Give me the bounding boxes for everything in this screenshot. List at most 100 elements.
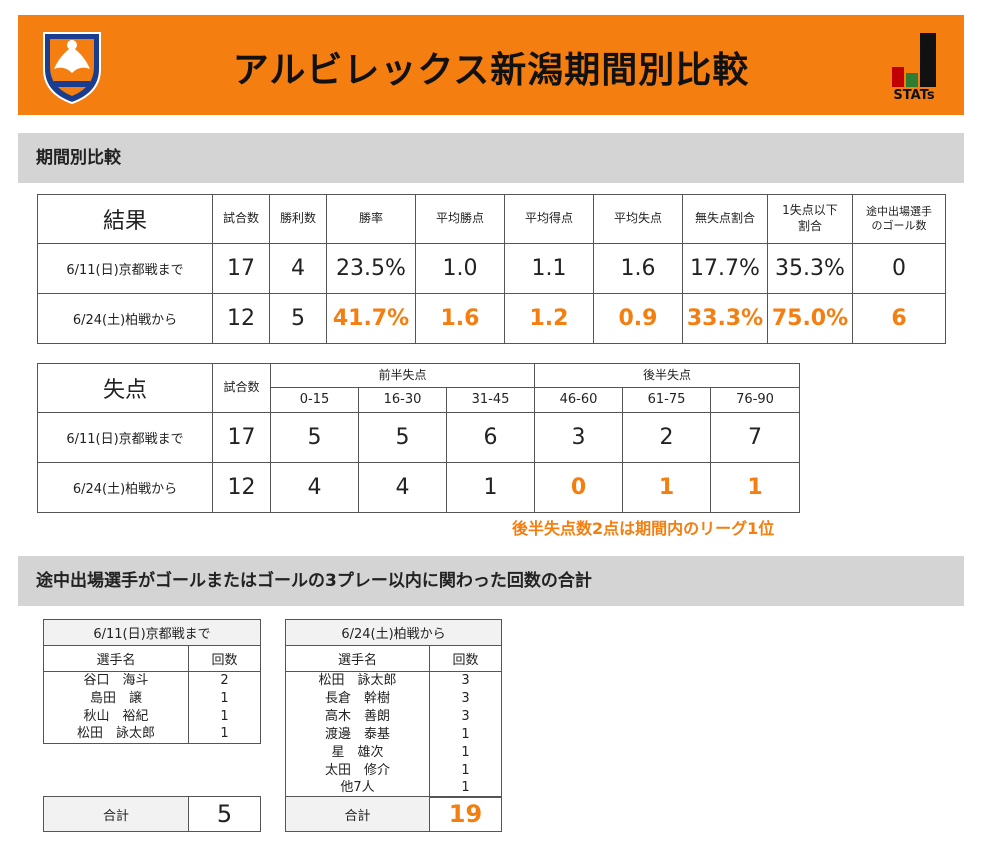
cell-value: 17: [212, 412, 271, 463]
table-row: 秋山 裕紀 1: [43, 707, 261, 726]
player-count: 1: [429, 743, 502, 762]
col-win-rate: 勝率: [326, 194, 416, 244]
row-label: 6/11(日)京都戦まで: [37, 412, 213, 463]
cell-value: 35.3%: [767, 243, 853, 294]
cell-value: 4: [270, 462, 359, 513]
cell-value-highlight: 33.3%: [682, 293, 768, 344]
col-player-name: 選手名: [285, 645, 430, 672]
subs-after-total: 合計 19: [285, 796, 502, 832]
cell-value-highlight: 6: [852, 293, 946, 344]
col-interval: 16-30: [358, 387, 447, 413]
subs-before-table: 6/11(日)京都戦まで 選手名 回数 谷口 海斗 2 島田 譲 1 秋山 裕紀…: [43, 619, 261, 744]
cell-value: 1: [445, 462, 536, 513]
header-banner: アルビレックス新潟期間別比較 STATs: [18, 15, 964, 115]
cell-value: 12: [212, 462, 271, 513]
cell-value-highlight: 41.7%: [326, 293, 416, 344]
club-crest-icon: [43, 32, 101, 105]
player-count: 1: [188, 725, 261, 744]
col-count: 回数: [429, 645, 502, 672]
player-count: 2: [188, 671, 261, 690]
cell-value: 4: [269, 243, 327, 294]
col-second-half: 後半失点: [534, 363, 801, 388]
player-name: 松田 詠太郎: [285, 671, 430, 690]
col-interval: 31-45: [445, 387, 536, 413]
col-avg-points: 平均勝点: [415, 194, 505, 244]
table-row: 島田 譲 1: [43, 689, 261, 708]
cell-value: 12: [212, 293, 270, 344]
cell-value: 1.6: [593, 243, 683, 294]
col-interval: 61-75: [622, 387, 712, 413]
row-label: 6/24(土)柏戦から: [37, 462, 213, 513]
col-max-one-conceded-rate: 1失点以下 割合: [767, 194, 853, 244]
col-interval: 0-15: [270, 387, 359, 413]
col-wins: 勝利数: [269, 194, 327, 244]
cell-value: 17: [212, 243, 270, 294]
player-name: 高木 善朗: [285, 707, 430, 726]
page-title: アルビレックス新潟期間別比較: [232, 50, 750, 91]
cell-value-highlight: 1.2: [504, 293, 594, 344]
player-name: 太田 修介: [285, 761, 430, 780]
cell-value: 0: [852, 243, 946, 294]
table-row: 6/11(日)京都戦まで 17 5 5 6 3 2 7: [37, 412, 801, 463]
player-count: 1: [429, 779, 502, 798]
cell-value-highlight: 1.6: [415, 293, 505, 344]
col-interval: 46-60: [534, 387, 624, 413]
conceded-note: 後半失点数2点は期間内のリーグ1位: [512, 519, 775, 538]
cell-value: 5: [269, 293, 327, 344]
table-row: 谷口 海斗 2: [43, 671, 261, 690]
table-row: 長倉 幹樹 3: [285, 689, 502, 708]
col-avg-conceded: 平均失点: [593, 194, 683, 244]
cell-value: 5: [358, 412, 447, 463]
col-clean-sheet-rate: 無失点割合: [682, 194, 768, 244]
player-count: 1: [429, 761, 502, 780]
subs-after-caption: 6/24(土)柏戦から: [285, 619, 502, 646]
cell-value: 3: [534, 412, 624, 463]
col-player-name: 選手名: [43, 645, 189, 672]
table-row: 6/11(日)京都戦まで 17 4 23.5% 1.0 1.1 1.6 17.7…: [37, 243, 946, 294]
table-row: 松田 詠太郎 3: [285, 671, 502, 690]
player-count: 1: [188, 689, 261, 708]
player-count: 1: [429, 725, 502, 744]
subs-before-caption: 6/11(日)京都戦まで: [43, 619, 261, 646]
player-name: 他7人: [285, 779, 430, 798]
conceded-header: 失点: [37, 363, 213, 413]
section-period-comparison: 期間別比較: [18, 133, 964, 183]
player-name: 長倉 幹樹: [285, 689, 430, 708]
table-row: 星 雄次 1: [285, 743, 502, 762]
cell-value: 5: [270, 412, 359, 463]
section-sub-involvement: 途中出場選手がゴールまたはゴールの3プレー以内に関わった回数の合計: [18, 556, 964, 606]
total-label: 合計: [285, 796, 430, 832]
col-avg-scored: 平均得点: [504, 194, 594, 244]
player-name: 秋山 裕紀: [43, 707, 189, 726]
stats-logo-label: STATs: [893, 88, 935, 103]
stats-logo-icon: STATs: [886, 33, 942, 103]
total-value-highlight: 19: [429, 796, 502, 832]
table-row: 他7人 1: [285, 779, 502, 798]
subs-before-total: 合計 5: [43, 796, 261, 832]
table-row: 松田 詠太郎 1: [43, 725, 261, 744]
cell-value-highlight: 0.9: [593, 293, 683, 344]
conceded-table: 失点 試合数 前半失点 後半失点 0-15 16-30 31-45 46-60 …: [37, 363, 801, 513]
player-name: 谷口 海斗: [43, 671, 189, 690]
cell-value: 23.5%: [326, 243, 416, 294]
cell-value-highlight: 75.0%: [767, 293, 853, 344]
cell-value: 4: [358, 462, 447, 513]
player-name: 星 雄次: [285, 743, 430, 762]
results-header: 結果: [37, 194, 213, 244]
cell-value-highlight: 0: [534, 462, 624, 513]
table-row: 太田 修介 1: [285, 761, 502, 780]
subs-after-table: 6/24(土)柏戦から 選手名 回数 松田 詠太郎 3 長倉 幹樹 3 高木 善…: [285, 619, 502, 798]
table-row: 6/24(土)柏戦から 12 4 4 1 0 1 1: [37, 462, 801, 513]
cell-value-highlight: 1: [710, 462, 801, 513]
cell-value-highlight: 1: [622, 462, 712, 513]
col-interval: 76-90: [710, 387, 801, 413]
player-count: 3: [429, 671, 502, 690]
table-row: 渡邊 泰基 1: [285, 725, 502, 744]
row-label: 6/24(土)柏戦から: [37, 293, 213, 344]
player-name: 渡邊 泰基: [285, 725, 430, 744]
player-count: 3: [429, 707, 502, 726]
player-name: 島田 譲: [43, 689, 189, 708]
player-name: 松田 詠太郎: [43, 725, 189, 744]
table-row: 6/24(土)柏戦から 12 5 41.7% 1.6 1.2 0.9 33.3%…: [37, 293, 946, 344]
total-label: 合計: [43, 796, 189, 832]
